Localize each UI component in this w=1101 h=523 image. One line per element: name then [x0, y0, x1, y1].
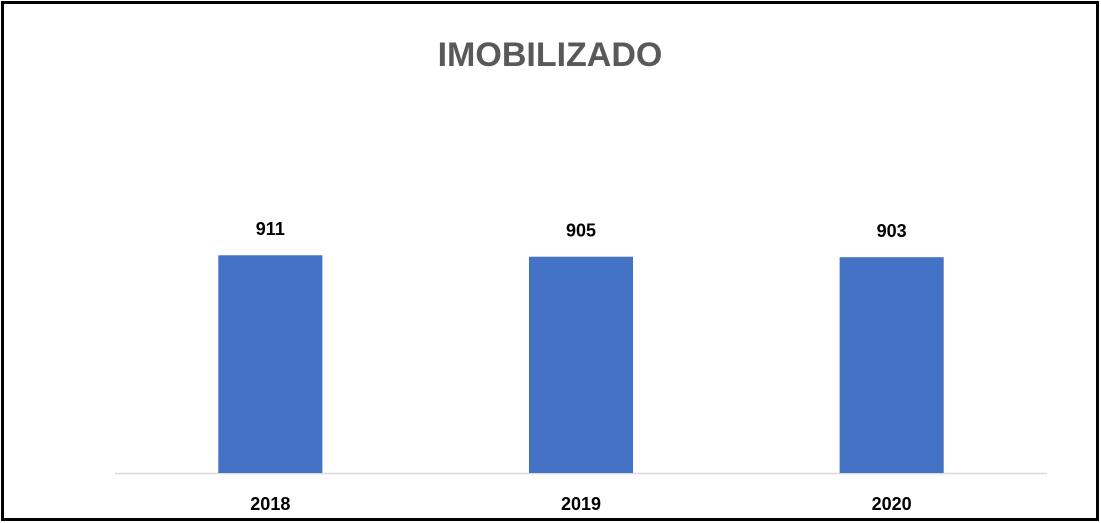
bar — [528, 256, 634, 473]
data-label: 911 — [256, 219, 285, 239]
chart-title: IMOBILIZADO — [438, 36, 663, 74]
data-label: 903 — [877, 221, 907, 241]
bar — [218, 255, 323, 473]
data-label: 905 — [566, 220, 596, 240]
bar — [839, 257, 944, 473]
x-tick-label: 2019 — [561, 494, 601, 514]
x-tick-label: 2020 — [872, 494, 912, 514]
x-tick-label: 2018 — [250, 494, 290, 514]
